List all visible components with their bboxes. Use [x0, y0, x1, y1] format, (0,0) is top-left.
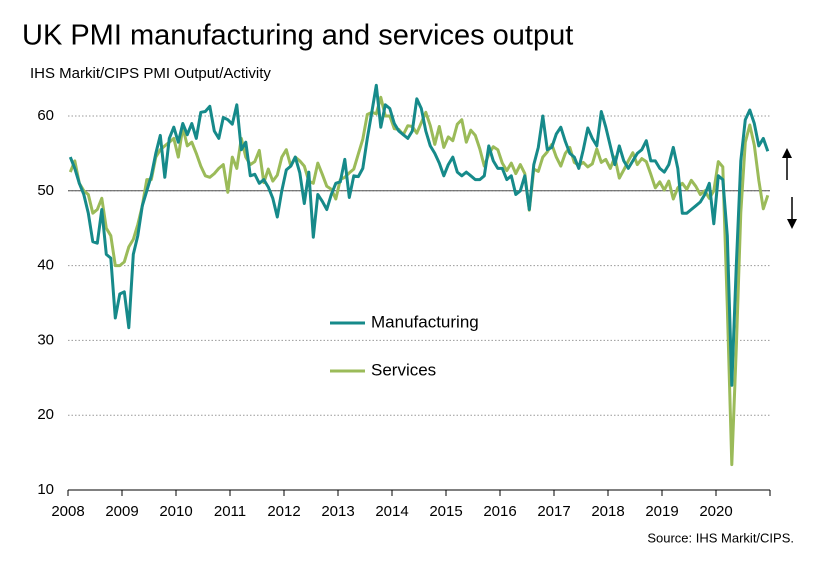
x-tick-label: 2011: [214, 503, 246, 520]
x-tick-label: 2015: [429, 503, 462, 520]
y-tick-label: 50: [37, 182, 54, 199]
y-tick-label: 60: [37, 107, 54, 124]
y-tick-label: 40: [37, 257, 54, 274]
x-tick-label: 2016: [483, 503, 516, 520]
legend-label: Manufacturing: [371, 312, 479, 331]
series-line: [68, 95, 770, 467]
direction-arrows: [782, 148, 797, 229]
y-tick-label: 10: [37, 481, 54, 498]
x-tick-label: 2019: [645, 503, 678, 520]
chart-title: UK PMI manufacturing and services output: [22, 20, 573, 52]
source-note: Source: IHS Markit/CIPS.: [647, 530, 794, 545]
y-tick-label: 20: [37, 406, 54, 423]
x-tick-label: 2013: [321, 503, 354, 520]
x-tick-label: 2017: [537, 503, 570, 520]
legend-label: Services: [371, 360, 436, 379]
x-tick-label: 2012: [267, 503, 300, 520]
x-tick-label: 2008: [51, 503, 84, 520]
down-arrow-head: [787, 219, 797, 229]
x-tick-label: 2020: [699, 503, 732, 520]
x-tick-label: 2014: [375, 503, 408, 520]
x-tick-label: 2010: [159, 503, 192, 520]
y-tick-label: 30: [37, 331, 54, 348]
series-line: [68, 83, 770, 387]
x-tick-label: 2018: [591, 503, 624, 520]
x-tick-label: 2009: [105, 503, 138, 520]
up-arrow-head: [782, 148, 792, 158]
chart-subtitle: IHS Markit/CIPS PMI Output/Activity: [30, 65, 271, 82]
